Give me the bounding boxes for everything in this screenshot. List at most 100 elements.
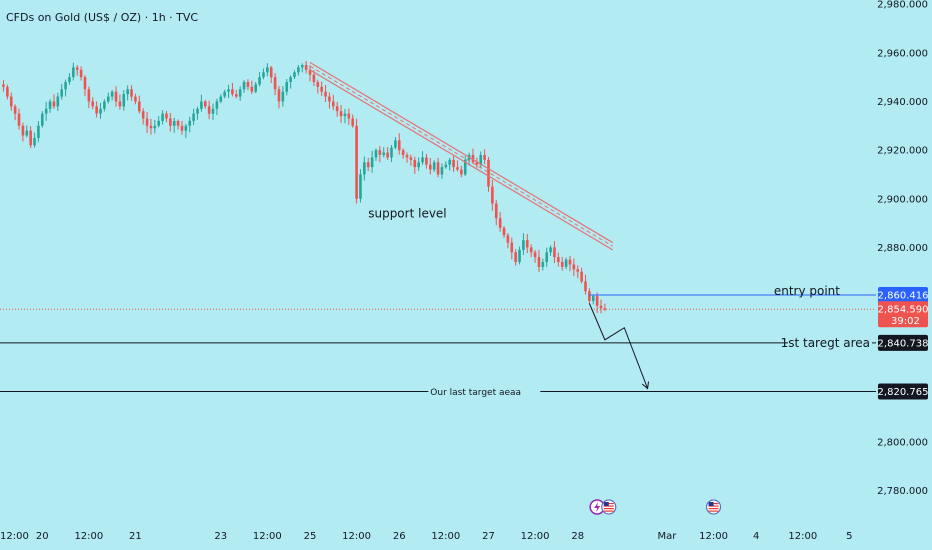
candle-body bbox=[394, 140, 397, 148]
candle-body bbox=[48, 101, 52, 109]
candle-body bbox=[269, 67, 273, 78]
candle-body bbox=[308, 69, 312, 75]
candle-body bbox=[200, 101, 203, 109]
candle-body bbox=[300, 64, 304, 68]
candle-body bbox=[382, 152, 386, 155]
candle-body bbox=[386, 152, 389, 158]
candle-body bbox=[510, 242, 514, 253]
candle-body bbox=[576, 269, 580, 272]
candle-body bbox=[246, 82, 250, 87]
candle-body bbox=[184, 125, 188, 131]
candle-body bbox=[549, 247, 552, 253]
candle-body bbox=[432, 162, 436, 170]
candle-body bbox=[60, 89, 63, 97]
candle-body bbox=[33, 137, 36, 146]
candle-body bbox=[471, 154, 475, 163]
target2-label-background bbox=[428, 384, 541, 399]
price-tick-label: 2,800.000 bbox=[877, 438, 928, 449]
candle-body bbox=[180, 125, 184, 131]
candle-body bbox=[452, 159, 455, 168]
time-tick-label: 12:00 bbox=[0, 531, 29, 542]
us-flag-icon bbox=[601, 499, 617, 515]
candle-body bbox=[285, 82, 289, 92]
candle-body bbox=[599, 305, 603, 309]
time-tick-label: 25 bbox=[304, 531, 317, 542]
candle-body bbox=[17, 113, 21, 126]
candle-body bbox=[584, 281, 587, 292]
entry-price-badge: 2,860.416 bbox=[878, 291, 929, 302]
candle-body bbox=[560, 262, 564, 267]
current-price-badge-background bbox=[878, 301, 928, 328]
candle-body bbox=[332, 101, 335, 107]
candle-body bbox=[122, 94, 126, 107]
candle-body bbox=[266, 67, 269, 73]
candle-body bbox=[227, 89, 230, 92]
candle-body bbox=[277, 89, 281, 102]
time-tick-label: 21 bbox=[129, 531, 142, 542]
candle-body bbox=[91, 101, 95, 107]
candle-body bbox=[413, 159, 417, 168]
price-axis[interactable]: 2,980.000 2,960.000 2,940.000 2,920.000 2,90… bbox=[877, 0, 928, 497]
trend-channel-upper-line bbox=[309, 62, 613, 244]
candle-body bbox=[37, 125, 40, 138]
flag-canton bbox=[603, 502, 609, 506]
price-tick-label: 2,940.000 bbox=[877, 97, 928, 108]
candle-body bbox=[359, 174, 362, 199]
candle-body bbox=[498, 218, 502, 228]
time-axis[interactable]: 12:00 20 12:00 21 23 12:00 25 12:00 26 12:00 27 12:… bbox=[0, 531, 853, 542]
candle-body bbox=[176, 120, 180, 126]
candle-body bbox=[188, 120, 192, 126]
candle-body bbox=[328, 96, 331, 102]
candle-body bbox=[460, 169, 463, 175]
candle-body bbox=[68, 77, 71, 83]
candle-body bbox=[463, 159, 467, 175]
target2-label: Our last target aeaa bbox=[430, 388, 521, 398]
candle-body bbox=[580, 271, 583, 282]
candle-body bbox=[172, 120, 176, 126]
time-tick-label: 12:00 bbox=[699, 531, 728, 542]
candle-body bbox=[72, 67, 75, 78]
candle-body bbox=[417, 162, 420, 168]
candle-body bbox=[363, 162, 366, 175]
trend-channel-lower-line bbox=[309, 69, 613, 251]
candle-body bbox=[153, 125, 157, 129]
candle-body bbox=[203, 101, 207, 107]
candle-body bbox=[289, 77, 292, 83]
candle-body bbox=[25, 130, 29, 136]
candle-body bbox=[75, 67, 79, 70]
candle-body bbox=[44, 108, 48, 114]
candle-body bbox=[475, 162, 479, 165]
trend-channel-midline bbox=[309, 65, 613, 247]
candle-body bbox=[235, 94, 238, 97]
candle-body bbox=[103, 101, 106, 109]
candles-layer bbox=[2, 60, 607, 314]
time-tick-label: 12:00 bbox=[431, 531, 460, 542]
candle-body bbox=[141, 111, 145, 119]
candle-body bbox=[522, 240, 525, 250]
candle-body bbox=[145, 118, 149, 126]
entry-point-label: entry point bbox=[774, 284, 840, 298]
target1-label-background bbox=[788, 334, 872, 351]
candle-body bbox=[196, 108, 199, 114]
target2-price-badge-background bbox=[878, 383, 928, 400]
candle-body bbox=[397, 140, 401, 151]
candle-body bbox=[487, 159, 490, 187]
candle-body bbox=[347, 113, 351, 119]
flag-canton bbox=[708, 502, 714, 506]
candle-body bbox=[335, 106, 339, 112]
candle-body bbox=[409, 157, 413, 160]
candle-body bbox=[207, 106, 211, 114]
target2-price-badge: 2,820.765 bbox=[878, 387, 929, 398]
candle-body bbox=[494, 203, 498, 219]
candle-body bbox=[138, 101, 141, 112]
price-tick-label: 2,780.000 bbox=[877, 486, 928, 497]
flag-stripe bbox=[603, 510, 614, 512]
candle-body bbox=[425, 157, 428, 165]
candle-body bbox=[9, 96, 13, 107]
time-tick-label: 12:00 bbox=[521, 531, 550, 542]
candle-body bbox=[87, 89, 91, 102]
candle-body bbox=[258, 77, 261, 85]
